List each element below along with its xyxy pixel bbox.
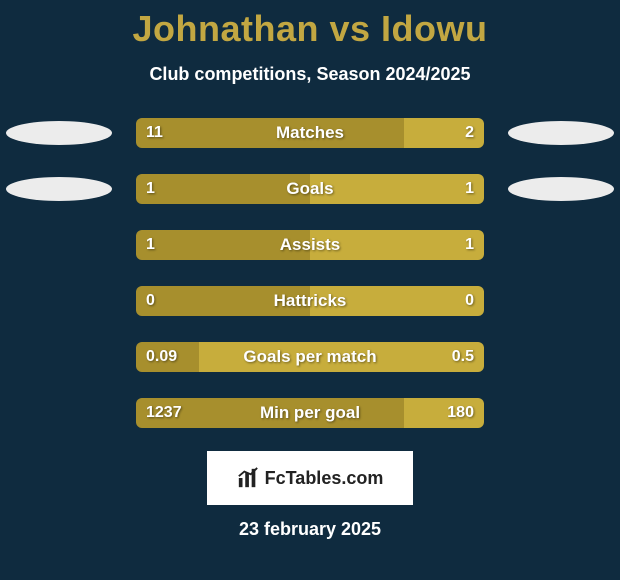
comparison-card: Johnathan vs Idowu Club competitions, Se… (0, 0, 620, 580)
player-left-badge (4, 393, 114, 433)
player-right-badge (506, 337, 616, 377)
bar-chart-icon (237, 467, 259, 489)
bar-segment-left: 1 (136, 230, 310, 260)
stat-bar: 112Matches (136, 118, 484, 148)
logo-badge: FcTables.com (207, 451, 413, 505)
stat-bar: 0.090.5Goals per match (136, 342, 484, 372)
subtitle: Club competitions, Season 2024/2025 (0, 64, 620, 85)
stat-value-left: 11 (146, 124, 163, 142)
player-right-badge (506, 225, 616, 265)
logo-text: FcTables.com (265, 468, 384, 489)
player-left-badge (4, 281, 114, 321)
player-right-badge (506, 169, 616, 209)
date-label: 23 february 2025 (0, 519, 620, 540)
bar-segment-left: 1237 (136, 398, 404, 428)
stat-value-left: 1 (146, 180, 155, 198)
player-right-badge (506, 281, 616, 321)
stat-value-right: 180 (447, 404, 474, 422)
bar-segment-left: 0 (136, 286, 310, 316)
stat-bar: 11Assists (136, 230, 484, 260)
bar-segment-right: 1 (310, 174, 484, 204)
ellipse-icon (508, 177, 614, 201)
ellipse-icon (6, 121, 112, 145)
bar-segment-left: 11 (136, 118, 404, 148)
stat-row: 11Goals (0, 169, 620, 209)
ellipse-icon (6, 177, 112, 201)
stat-bar: 00Hattricks (136, 286, 484, 316)
stat-value-right: 0 (465, 292, 474, 310)
stat-row: 00Hattricks (0, 281, 620, 321)
stat-row: 112Matches (0, 113, 620, 153)
stat-value-left: 0 (146, 292, 155, 310)
bar-segment-left: 0.09 (136, 342, 199, 372)
stat-row: 11Assists (0, 225, 620, 265)
bar-segment-right: 1 (310, 230, 484, 260)
bar-segment-right: 0 (310, 286, 484, 316)
bar-segment-right: 180 (404, 398, 484, 428)
stat-value-left: 1237 (146, 404, 182, 422)
stat-row: 0.090.5Goals per match (0, 337, 620, 377)
bar-segment-left: 1 (136, 174, 310, 204)
stat-value-left: 0.09 (146, 348, 177, 366)
player-left-badge (4, 337, 114, 377)
stat-value-right: 2 (465, 124, 474, 142)
page-title: Johnathan vs Idowu (0, 0, 620, 50)
bar-segment-right: 0.5 (199, 342, 484, 372)
player-left-badge (4, 113, 114, 153)
player-right-badge (506, 393, 616, 433)
stat-value-left: 1 (146, 236, 155, 254)
player-right-badge (506, 113, 616, 153)
stat-value-right: 1 (465, 180, 474, 198)
bar-segment-right: 2 (404, 118, 484, 148)
stat-bar: 11Goals (136, 174, 484, 204)
player-left-badge (4, 225, 114, 265)
stat-value-right: 1 (465, 236, 474, 254)
stat-rows: 112Matches11Goals11Assists00Hattricks0.0… (0, 113, 620, 433)
stat-value-right: 0.5 (452, 348, 474, 366)
stat-bar: 1237180Min per goal (136, 398, 484, 428)
player-left-badge (4, 169, 114, 209)
stat-row: 1237180Min per goal (0, 393, 620, 433)
ellipse-icon (508, 121, 614, 145)
